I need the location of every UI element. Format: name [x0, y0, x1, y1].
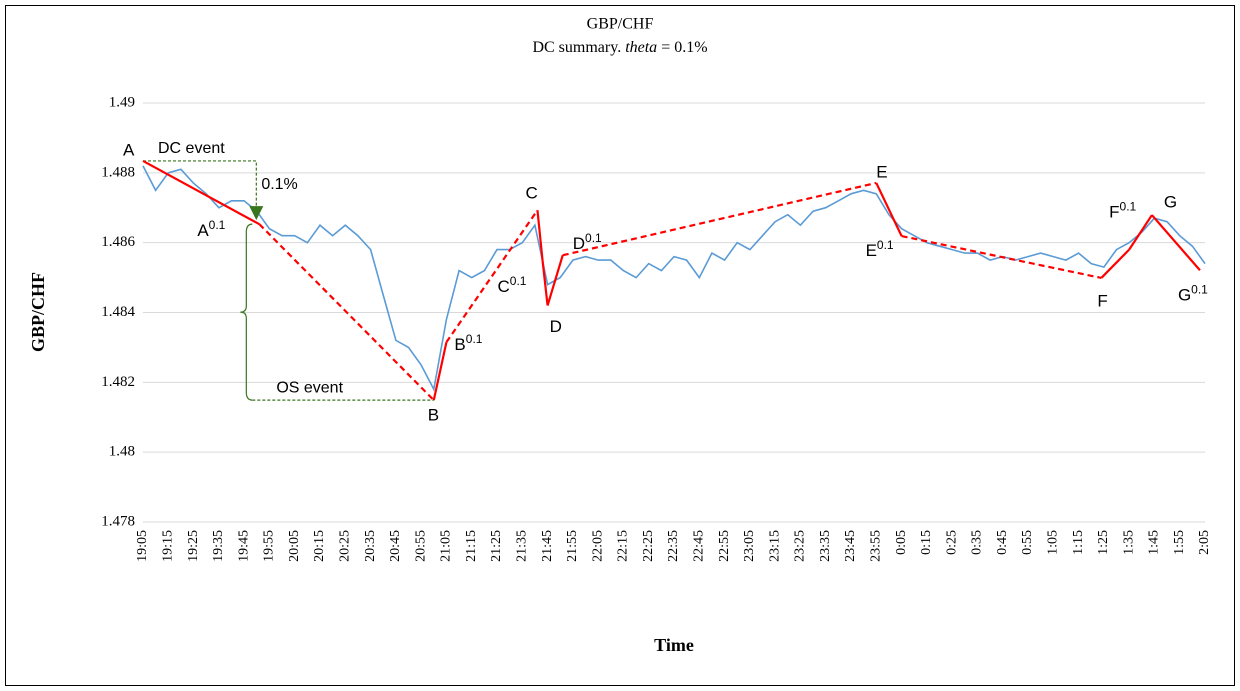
dc-segment	[541, 260, 549, 306]
x-tick-label: 23:05	[742, 530, 757, 562]
point-label: C	[525, 184, 537, 203]
x-tick-label: 21:05	[439, 530, 454, 562]
x-tick-label: 22:15	[616, 530, 631, 562]
x-tick-label: 0:45	[995, 530, 1010, 555]
x-tick-label: 0:55	[1020, 530, 1035, 555]
x-tick-label: 1:55	[1172, 530, 1187, 555]
y-axis-title: GBP/CHF	[28, 272, 48, 352]
x-tick-label: 21:15	[464, 530, 479, 562]
y-tick-label: 1.484	[101, 304, 135, 320]
x-tick-label: 1:15	[1071, 530, 1086, 555]
x-tick-label: 19:15	[161, 530, 176, 562]
x-tick-label: 0:25	[944, 530, 959, 555]
x-tick-label: 21:25	[489, 530, 504, 562]
dc-segment	[432, 341, 448, 401]
dc-segment	[546, 254, 564, 306]
annotation: DC event	[158, 140, 225, 157]
x-tick-label: 20:25	[338, 530, 353, 562]
point-label: D	[550, 317, 562, 336]
dc-segment	[901, 234, 1102, 280]
dc-segment	[1128, 214, 1153, 251]
x-tick-label: 21:35	[515, 530, 530, 562]
price-line	[142, 165, 1206, 392]
y-tick-label: 1.49	[109, 94, 135, 110]
dc-segment	[445, 209, 539, 343]
x-tick-label: 2:05	[1197, 530, 1212, 555]
annotation: OS event	[276, 379, 343, 396]
point-label: D0.1	[573, 231, 602, 253]
x-tick-label: 1:45	[1147, 530, 1162, 555]
annotation: 0.1%	[261, 176, 297, 193]
x-tick-label: 0:35	[970, 530, 985, 555]
x-tick-label: 1:35	[1121, 530, 1136, 555]
x-tick-label: 23:55	[869, 530, 884, 562]
chart-subtitle: DC summary. theta = 0.1%	[532, 39, 707, 56]
x-tick-label: 20:15	[312, 530, 327, 562]
y-tick-label: 1.488	[101, 164, 135, 180]
point-label: F0.1	[1109, 200, 1136, 222]
x-tick-label: 20:05	[287, 530, 302, 562]
x-tick-label: 21:45	[540, 530, 555, 562]
x-tick-label: 20:45	[388, 530, 403, 562]
point-label: F	[1097, 291, 1107, 310]
y-tick-label: 1.482	[101, 374, 135, 390]
x-tick-label: 23:25	[793, 530, 808, 562]
dc-segment	[536, 210, 544, 261]
point-label: E	[876, 162, 887, 181]
x-tick-label: 22:05	[590, 530, 605, 562]
x-axis-title: Time	[654, 635, 694, 655]
x-tick-label: 23:15	[767, 530, 782, 562]
point-label: C0.1	[498, 274, 527, 296]
point-label: G	[1164, 193, 1177, 212]
x-tick-label: 22:45	[692, 530, 707, 562]
point-label: G0.1	[1178, 282, 1208, 304]
point-label: E0.1	[866, 238, 894, 260]
x-tick-label: 23:45	[843, 530, 858, 562]
dc-event-bracket	[143, 160, 257, 209]
point-label: B0.1	[454, 332, 482, 354]
x-tick-label: 19:35	[211, 530, 226, 562]
x-tick-label: 1:05	[1046, 530, 1061, 555]
dc-event-arrow	[249, 206, 264, 221]
y-tick-label: 1.48	[109, 444, 135, 460]
x-tick-label: 20:55	[413, 530, 428, 562]
y-tick-label: 1.486	[101, 234, 135, 250]
point-label: A	[123, 140, 135, 159]
dc-segment	[258, 223, 435, 401]
chart-frame	[5, 5, 1235, 686]
chart-title: GBP/CHF	[587, 16, 654, 33]
x-tick-label: 0:05	[894, 530, 909, 555]
y-tick-label: 1.478	[101, 513, 135, 529]
x-tick-label: 19:05	[135, 530, 150, 562]
dc-segment	[875, 182, 903, 237]
x-tick-label: 22:35	[666, 530, 681, 562]
x-tick-label: 22:25	[641, 530, 656, 562]
x-tick-label: 1:25	[1096, 530, 1111, 555]
x-tick-label: 19:45	[236, 530, 251, 562]
x-tick-label: 22:55	[717, 530, 732, 562]
dc-segment	[562, 181, 877, 257]
dc-segment	[142, 159, 260, 226]
point-label: B	[428, 406, 439, 425]
x-tick-label: 23:35	[818, 530, 833, 562]
x-tick-label: 20:35	[363, 530, 378, 562]
point-label: A0.1	[197, 218, 225, 240]
x-tick-label: 19:55	[262, 530, 277, 562]
dc-segment	[1100, 248, 1130, 279]
dc-segment	[1151, 214, 1201, 271]
x-tick-label: 0:15	[919, 530, 934, 555]
x-tick-label: 19:25	[186, 530, 201, 562]
x-tick-label: 21:55	[565, 530, 580, 562]
